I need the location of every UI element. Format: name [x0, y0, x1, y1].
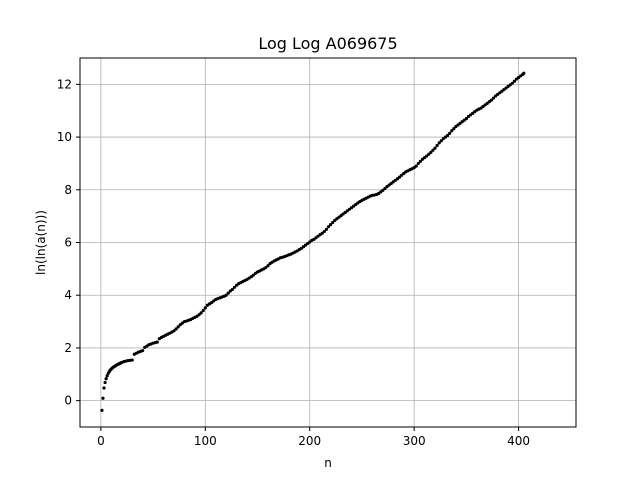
data-point [381, 188, 385, 192]
data-point [329, 222, 333, 227]
data-point [266, 264, 270, 268]
x-tick-label: 400 [507, 434, 530, 448]
y-tick-label: 4 [64, 288, 72, 302]
data-point [522, 71, 526, 75]
data-point [264, 265, 268, 270]
data-point [251, 273, 255, 277]
data-point [172, 329, 176, 333]
data-point [435, 143, 439, 148]
data-point [141, 348, 145, 353]
data-point [230, 287, 235, 292]
axis-ticks: 0 100 200 300 400 0 2 4 6 8 10 12 [57, 77, 530, 448]
data-point [176, 325, 180, 329]
data-point [324, 227, 329, 231]
y-tick-label: 2 [64, 341, 72, 355]
data-point [448, 131, 452, 135]
data-point [491, 96, 496, 100]
data-point [437, 141, 441, 145]
data-point [331, 220, 335, 225]
data-point [464, 117, 468, 121]
x-axis-label: n [324, 456, 332, 470]
data-point [416, 161, 420, 166]
x-tick-label: 0 [97, 434, 105, 448]
y-axis-label: ln(ln(a(n))) [34, 210, 48, 275]
data-point [224, 293, 228, 297]
data-point [489, 98, 494, 102]
data-point [100, 408, 104, 412]
plot-frame [79, 57, 577, 428]
x-tick-label: 300 [403, 434, 426, 448]
data-point [103, 380, 107, 385]
y-tick-label: 10 [57, 130, 72, 144]
y-tick-label: 0 [64, 394, 72, 408]
data-point [418, 159, 423, 163]
data-point [400, 173, 404, 177]
data-point [445, 133, 450, 138]
data-point [101, 396, 105, 400]
data-point [433, 146, 437, 150]
data-point [102, 386, 106, 390]
data-point [452, 127, 456, 131]
data-point [174, 327, 178, 331]
chart-title: Log Log A069675 [258, 34, 397, 53]
y-tick-label: 6 [64, 236, 72, 250]
data-point [199, 311, 203, 315]
x-tick-label: 200 [298, 434, 321, 448]
data-point [512, 79, 516, 83]
data-point [425, 154, 429, 158]
data-points [100, 71, 526, 412]
data-point [226, 291, 230, 295]
data-point [414, 164, 418, 168]
data-point [326, 225, 331, 229]
data-point [203, 306, 207, 310]
grid-layer [80, 58, 576, 427]
data-point [429, 150, 433, 154]
data-point [397, 175, 402, 179]
data-point [155, 340, 159, 344]
data-point [450, 129, 454, 133]
data-point [232, 285, 237, 289]
y-tick-label: 12 [57, 77, 72, 91]
data-point [201, 308, 205, 313]
x-tick-label: 100 [194, 434, 217, 448]
y-tick-label: 8 [64, 183, 72, 197]
data-point [427, 152, 431, 156]
data-point [197, 313, 201, 317]
data-point [322, 229, 326, 234]
data-point [383, 186, 387, 191]
data-point [320, 231, 324, 235]
data-point [104, 377, 108, 381]
data-point [439, 139, 443, 143]
data-point [431, 148, 435, 152]
data-point [510, 81, 514, 85]
data-point [130, 358, 134, 362]
